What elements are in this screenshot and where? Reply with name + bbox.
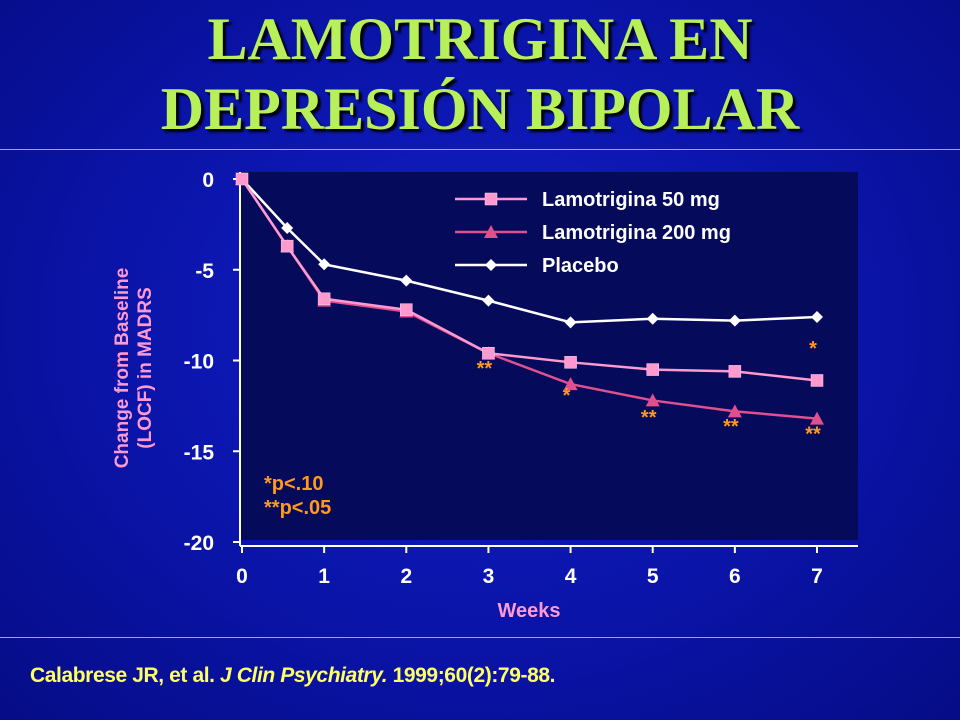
data-point (645, 393, 660, 407)
legend-entry: Placebo (455, 255, 619, 277)
significance-marker: ** (723, 416, 739, 438)
legend: Lamotrigina 50 mg Lamotrigina 200 mg Place… (455, 189, 731, 277)
data-point (811, 310, 823, 323)
data-point (727, 404, 742, 418)
data-point (281, 222, 294, 235)
x-tick-label: 0 (236, 565, 248, 588)
slide-title: LAMOTRIGINA EN DEPRESIÓN BIPOLAR (0, 4, 960, 144)
data-point (810, 374, 824, 387)
data-point (646, 312, 659, 325)
x-tick-label: 2 (400, 565, 412, 588)
legend-marker (484, 192, 498, 206)
data-point (810, 411, 824, 425)
x-tick-label: 5 (647, 565, 659, 588)
legend-label: Lamotrigina 200 mg (542, 222, 731, 244)
axes: 0 -5 -10 -15 -20 0 1 2 3 4 5 6 7 (184, 169, 858, 588)
series-lamotrigina-50-mg (235, 172, 824, 387)
legend-label: Placebo (542, 255, 619, 277)
x-tick-label: 4 (565, 565, 577, 588)
data-point (482, 294, 495, 307)
significance-marker: ** (641, 407, 657, 429)
citation: Calabrese JR, et al. J Clin Psychiatry. … (30, 664, 555, 688)
top-divider (0, 149, 960, 150)
bottom-divider (0, 637, 960, 638)
y-axis-label-line-2: (LOCF) in MADRS (135, 287, 156, 448)
data-point (563, 377, 578, 391)
data-point (728, 314, 741, 327)
significance-note-1: *p<.10 (264, 473, 323, 495)
y-tick-label: -5 (195, 260, 214, 283)
x-tick-label: 7 (811, 565, 823, 588)
y-axis-label-line-1: Change from Baseline (112, 268, 133, 469)
data-point (280, 239, 294, 253)
legend-entry: Lamotrigina 50 mg (455, 189, 720, 211)
significance-note-2: **p<.05 (264, 497, 331, 519)
data-point (646, 363, 659, 376)
title-line-1: LAMOTRIGINA EN (207, 6, 753, 72)
plot-area (240, 172, 858, 540)
citation-authors: Calabrese JR, et al. (30, 664, 221, 687)
y-tick-label: -10 (184, 351, 214, 374)
significance-marker: ** (805, 423, 821, 445)
legend-entry: Lamotrigina 200 mg (455, 222, 731, 244)
annotations: ***** ** *** (477, 338, 821, 445)
y-tick-label: -15 (184, 441, 215, 464)
data-point (400, 274, 413, 287)
citation-journal: J Clin Psychiatry. (220, 664, 388, 687)
y-tick-label: -20 (184, 532, 214, 555)
legend-marker (484, 225, 498, 238)
series-layer (235, 172, 824, 425)
data-point (482, 346, 495, 360)
x-axis-label: Weeks (497, 600, 560, 622)
legend-marker (485, 259, 497, 271)
data-point (400, 303, 413, 316)
data-point (318, 258, 331, 271)
significance-marker: ** (477, 358, 493, 380)
x-tick-label: 6 (729, 565, 741, 588)
significance-marker: * (809, 338, 817, 360)
data-point (564, 316, 577, 329)
title-line-2: DEPRESIÓN BIPOLAR (160, 76, 800, 142)
series-placebo (236, 173, 823, 329)
x-tick-label: 1 (318, 565, 330, 588)
significance-marker: * (563, 385, 571, 407)
y-tick-label: 0 (202, 169, 214, 192)
legend-label: Lamotrigina 50 mg (542, 189, 720, 211)
x-tick-label: 3 (483, 565, 495, 588)
data-point (728, 365, 742, 378)
data-point (235, 172, 249, 186)
data-point (317, 292, 331, 306)
citation-details: 1999;60(2):79-88. (387, 664, 556, 687)
data-point (564, 356, 577, 369)
